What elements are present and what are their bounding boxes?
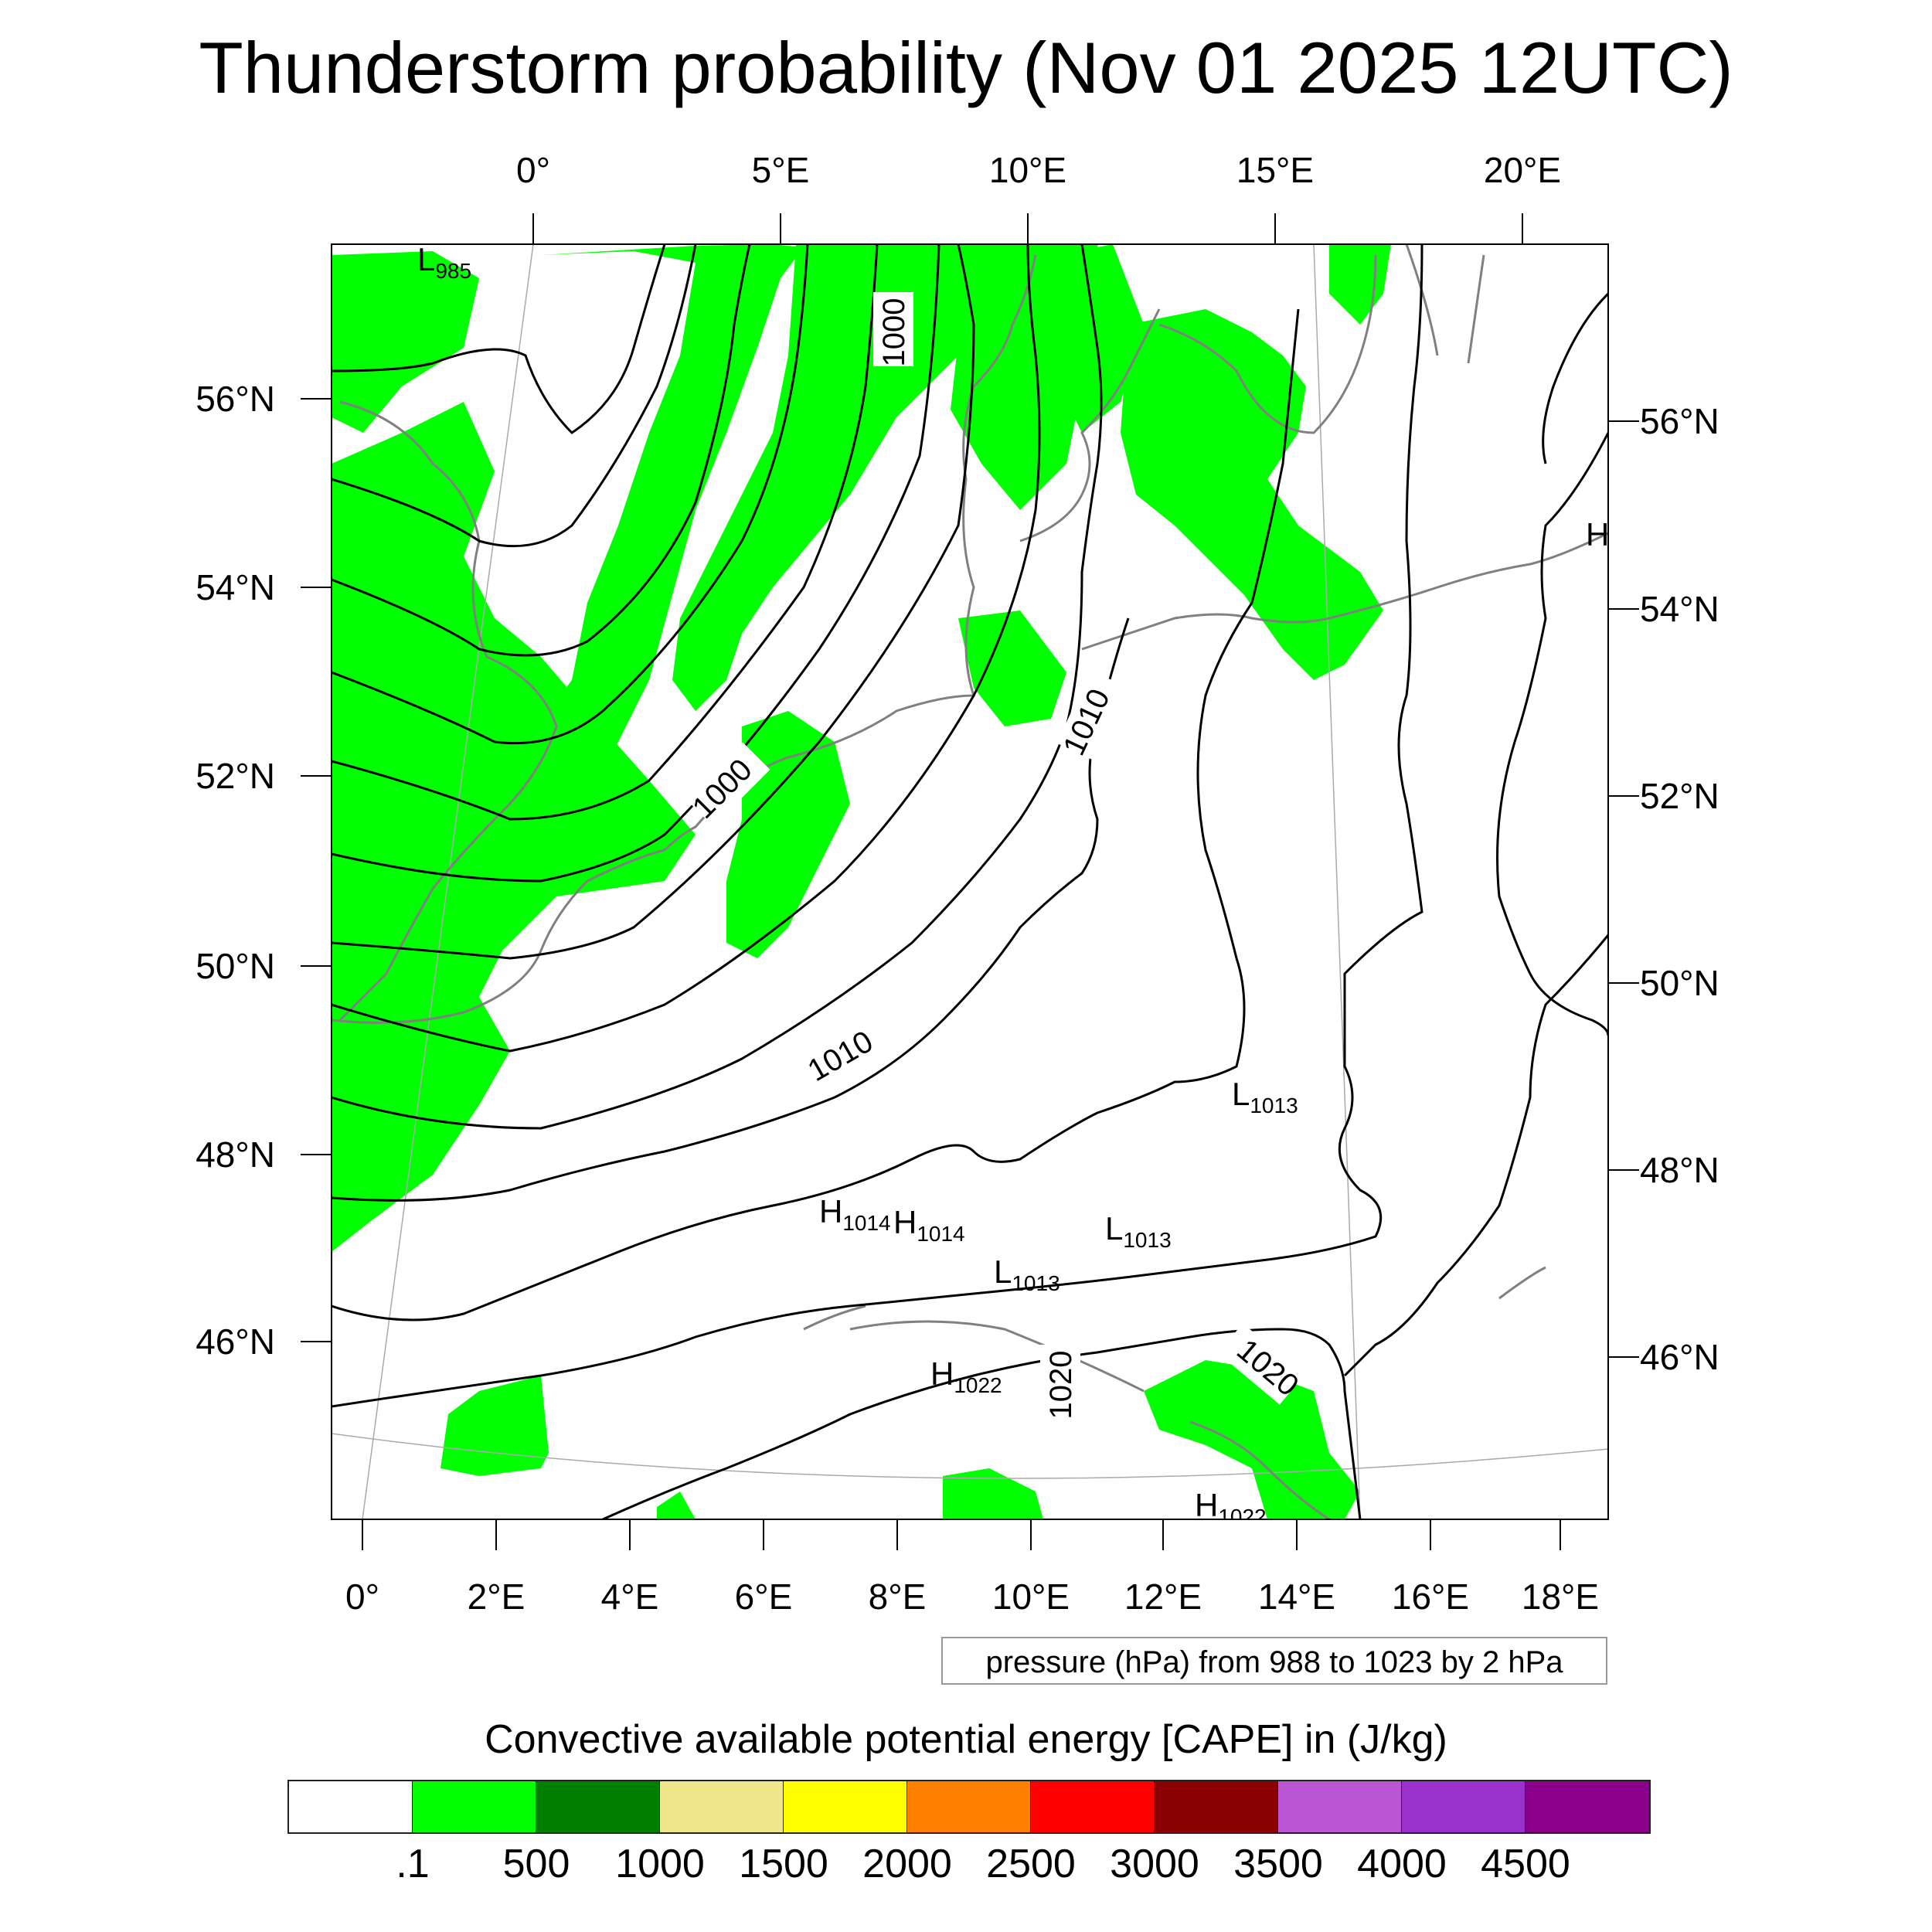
tick-label: 48°N [196, 1134, 275, 1175]
pressure-center-high: H1014 [893, 1204, 965, 1246]
colorbar-label: 1000 [615, 1842, 705, 1886]
coast-adriatic [1189, 1420, 1330, 1519]
tick-label: 46°N [1640, 1337, 1719, 1377]
bottom-lon-labels: 0° 2°E 4°E 6°E 8°E 10°E 12°E 14°E 16°E 1… [345, 1577, 1599, 1617]
coastlines [332, 244, 1608, 1519]
cape-area-south-france [440, 1376, 549, 1476]
plot-frame [331, 243, 1609, 1520]
pressure-center-high: H1022 [930, 1355, 1002, 1397]
colorbar-label: 3500 [1233, 1842, 1323, 1886]
tick-label: 20°E [1484, 150, 1561, 190]
tick-label: 54°N [196, 567, 275, 607]
contour-labels: 1000 1000 1010 1010 1020 1020 [685, 292, 1305, 1425]
colorbar [287, 1780, 1651, 1834]
tick-label: 8°E [869, 1577, 927, 1617]
tick-label: 4°E [601, 1577, 659, 1617]
isobars [332, 244, 1608, 1519]
colorbar-box [660, 1781, 784, 1832]
coast-denmark [1019, 308, 1161, 543]
colorbar-label: 4500 [1481, 1842, 1570, 1886]
top-lon-labels: 0° 5°E 10°E 15°E 20°E [516, 150, 1561, 190]
tick-label: 10°E [989, 150, 1066, 190]
colorbar-label: .1 [396, 1842, 430, 1886]
tick-label: 0° [516, 150, 550, 190]
cape-area-north-band [433, 244, 804, 858]
tick-label: 50°N [1640, 963, 1719, 1003]
tick-label: 16°E [1392, 1577, 1469, 1617]
cape-area-baltic-north [1329, 244, 1391, 325]
pressure-center-high: H1014 [819, 1193, 891, 1235]
tick-marks [301, 213, 1639, 1550]
colorbar-label: 2500 [986, 1842, 1076, 1886]
colorbar-label: 1500 [739, 1842, 828, 1886]
tick-label: 56°N [1640, 401, 1719, 441]
cape-area-adriatic [1144, 1360, 1360, 1519]
pressure-center-low: L1013 [1105, 1210, 1172, 1252]
pressure-center-low: L985 [417, 241, 471, 283]
left-lat-labels: 56°N 54°N 52°N 50°N 48°N 46°N [196, 379, 275, 1362]
graticule [332, 244, 1608, 1519]
tick-label: 52°N [1640, 776, 1719, 816]
colorbar-box [1278, 1781, 1402, 1832]
tick-label: 5°E [752, 150, 810, 190]
tick-label: 48°N [1640, 1150, 1719, 1190]
contour-label: 1000 [877, 298, 911, 367]
colorbar-label: 3000 [1110, 1842, 1199, 1886]
tick-label: 12°E [1124, 1577, 1202, 1617]
right-lat-labels: 56°N 54°N 52°N 50°N 48°N 46°N [1640, 401, 1719, 1377]
tick-label: 56°N [196, 379, 275, 419]
chart-title: Thunderstorm probability (Nov 01 2025 12… [199, 27, 1733, 108]
pressure-center-high: H1022 [1195, 1487, 1267, 1529]
pressure-center-high: H [1586, 516, 1609, 553]
colorbar-box [784, 1781, 907, 1832]
pressure-center-low: L1013 [1232, 1076, 1298, 1117]
coast-britain [338, 400, 558, 1022]
tick-label: 6°E [735, 1577, 793, 1617]
tick-label: 54°N [1640, 589, 1719, 629]
lake-balaton [1498, 1266, 1546, 1300]
cape-area-northwest [332, 251, 479, 433]
colorbar-box [1031, 1781, 1155, 1832]
colorbar-box [1402, 1781, 1526, 1832]
lake-geneva [803, 1304, 866, 1331]
pressure-center-low: L1013 [994, 1253, 1060, 1295]
tick-label: 10°E [992, 1577, 1070, 1617]
tick-label: 14°E [1258, 1577, 1335, 1617]
coast-italy-north [849, 1320, 1145, 1393]
tick-label: 0° [345, 1577, 379, 1617]
pressure-contour-note: pressure (hPa) from 988 to 1023 by 2 hPa [941, 1637, 1607, 1685]
colorbar-labels: .1 500 1000 1500 2000 2500 3000 3500 4000 4500 [0, 1841, 1932, 1895]
cape-area-south-center [657, 1492, 696, 1519]
contour-label: 1020 [1044, 1351, 1078, 1420]
cape-areas [332, 244, 1391, 1519]
cape-area-sweden [1121, 309, 1383, 680]
tick-label: 15°E [1236, 150, 1314, 190]
colorbar-box [907, 1781, 1031, 1832]
cape-area-germany-north [958, 611, 1066, 726]
colorbar-label: 500 [502, 1842, 570, 1886]
cape-area-alps-south [943, 1468, 1043, 1519]
colorbar-title: Convective available potential energy [C… [485, 1717, 1447, 1762]
coast-gulf [1467, 254, 1485, 364]
colorbar-label: 4000 [1357, 1842, 1447, 1886]
tick-label: 2°E [468, 1577, 526, 1617]
coast-gotland [1405, 244, 1439, 356]
tick-label: 18°E [1522, 1577, 1599, 1617]
colorbar-label: 2000 [862, 1842, 952, 1886]
map-plot-area: 1000 1000 1010 1010 1020 1020 L985 L1013… [332, 241, 1609, 1529]
pressure-centers: L985 L1013 H1014 H1014 L1013 L1013 H1022… [417, 241, 1609, 1529]
colorbar-box [413, 1781, 536, 1832]
colorbar-box [1526, 1781, 1649, 1832]
cape-area-center-north [672, 244, 1005, 711]
colorbar-box [289, 1781, 413, 1832]
coast-sweden [1158, 254, 1377, 434]
colorbar-box [1155, 1781, 1278, 1832]
coast-baltic-south [1081, 532, 1608, 651]
coast-continent [332, 254, 1037, 1024]
tick-label: 50°N [196, 946, 275, 986]
colorbar-box [536, 1781, 660, 1832]
tick-label: 52°N [196, 756, 275, 796]
tick-label: 46°N [196, 1321, 275, 1362]
